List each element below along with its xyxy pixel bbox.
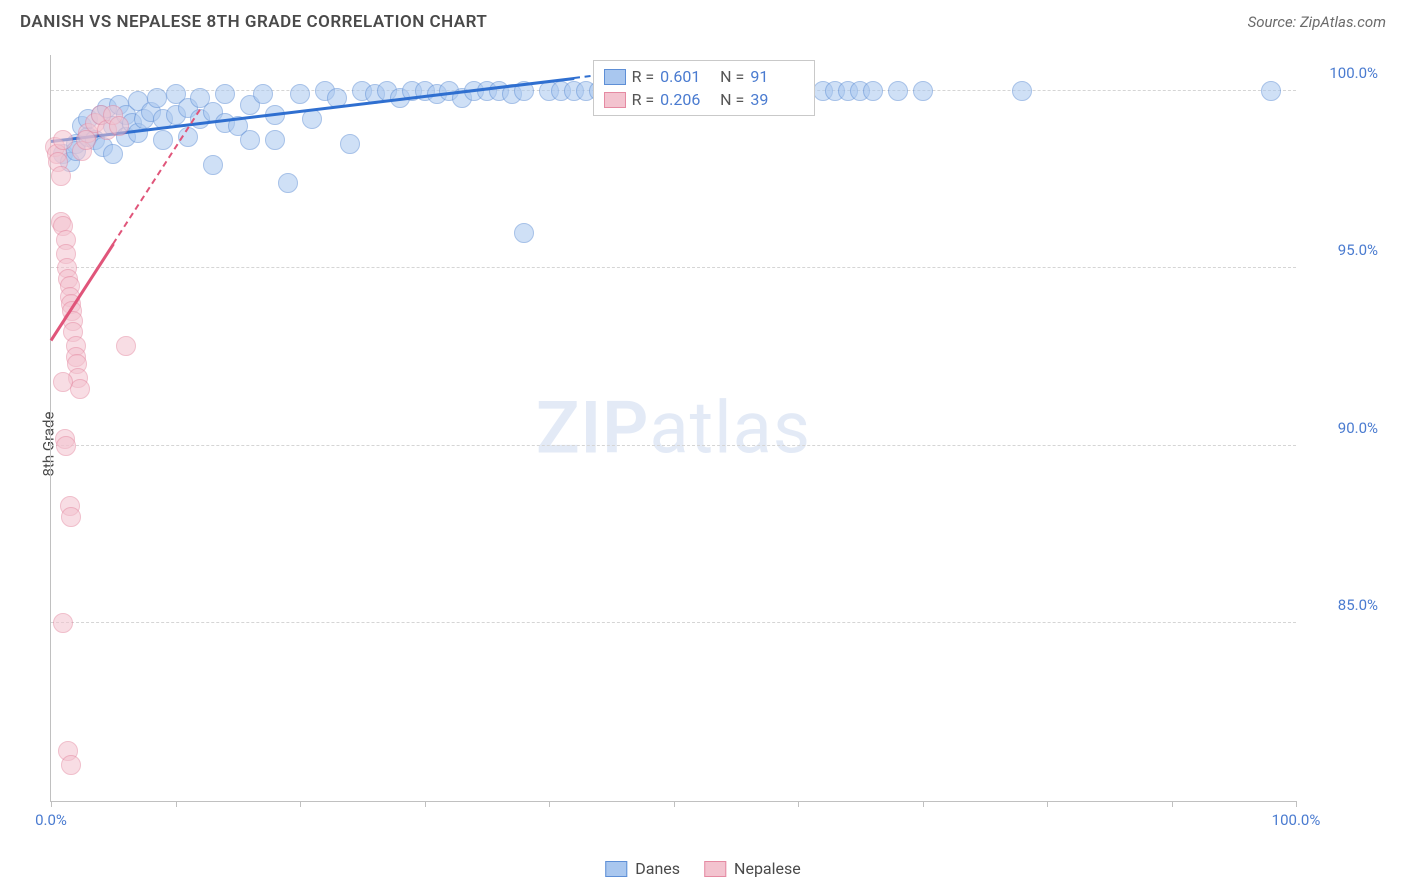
plot-region: ZIPatlas 85.0%90.0%95.0%100.0%0.0%100.0%… [50,55,1296,802]
data-point [215,84,235,104]
stats-row: R = 0.206 N = 39 [604,88,805,111]
r-value: 0.601 [660,67,714,86]
data-point [278,173,298,193]
data-point [53,372,73,392]
legend-item: Danes [605,859,680,878]
legend-swatch [704,861,726,877]
legend-item: Nepalese [704,859,801,878]
data-point [913,81,933,101]
data-point [1012,81,1032,101]
chart-title: DANISH VS NEPALESE 8TH GRADE CORRELATION… [20,12,487,32]
x-tick [300,801,301,807]
data-point [109,116,129,136]
stats-box: R = 0.601 N = 91 R = 0.206 N = 39 [593,60,816,116]
data-point [265,130,285,150]
series-swatch [604,92,626,108]
data-point [76,130,96,150]
legend-swatch [605,861,627,877]
y-tick-label: 100.0% [1303,64,1378,82]
gridline [51,445,1296,446]
r-label: R = [632,67,655,86]
y-tick-label: 90.0% [1303,419,1378,437]
data-point [147,88,167,108]
gridline [51,622,1296,623]
x-tick [1172,801,1173,807]
data-point [53,130,73,150]
x-tick-label: 100.0% [1272,811,1321,829]
gridline [51,267,1296,268]
watermark: ZIPatlas [536,386,811,471]
series-swatch [604,69,626,85]
r-label: R = [632,90,655,109]
data-point [53,613,73,633]
r-value: 0.206 [660,90,714,109]
x-tick [1296,801,1297,807]
legend-label: Nepalese [734,859,801,878]
legend-label: Danes [635,859,680,878]
data-point [116,336,136,356]
x-tick [425,801,426,807]
data-point [61,507,81,527]
x-tick [674,801,675,807]
data-point [514,223,534,243]
data-point [153,130,173,150]
source-label: Source: ZipAtlas.com [1248,13,1386,31]
data-point [203,155,223,175]
y-tick-label: 95.0% [1303,241,1378,259]
x-tick [1047,801,1048,807]
n-value: 91 [750,67,804,86]
data-point [290,84,310,104]
n-value: 39 [750,90,804,109]
data-point [863,81,883,101]
y-tick-label: 85.0% [1303,596,1378,614]
x-tick [923,801,924,807]
x-tick [798,801,799,807]
data-point [1261,81,1281,101]
x-tick [176,801,177,807]
chart-area: 8th Grade ZIPatlas 85.0%90.0%95.0%100.0%… [40,55,1386,832]
x-tick [549,801,550,807]
data-point [56,436,76,456]
legend: Danes Nepalese [605,859,800,878]
data-point [240,130,260,150]
data-point [340,134,360,154]
n-label: N = [720,67,744,86]
data-point [888,81,908,101]
data-point [51,166,71,186]
data-point [61,755,81,775]
n-label: N = [720,90,744,109]
x-tick [51,801,52,807]
stats-row: R = 0.601 N = 91 [604,65,805,88]
x-tick-label: 0.0% [35,811,67,829]
data-point [103,144,123,164]
data-point [253,84,273,104]
